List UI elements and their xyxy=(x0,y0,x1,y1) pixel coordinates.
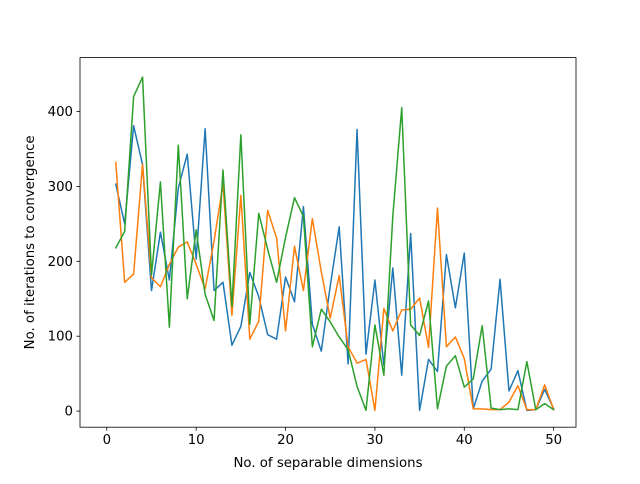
series-line-1 xyxy=(114,125,555,412)
y-tick-label: 300 xyxy=(48,180,73,195)
y-axis-label: No. of iterations to convergence xyxy=(23,135,38,349)
series-layer xyxy=(114,76,555,412)
plot-frame xyxy=(79,57,577,428)
x-tick-label: 20 xyxy=(277,433,294,448)
x-tick-label: 10 xyxy=(188,433,205,448)
y-tick-label: 200 xyxy=(48,255,73,270)
x-tick-label: 50 xyxy=(545,433,562,448)
x-axis: 0 10 20 30 40 50 xyxy=(103,427,562,448)
y-tick-label: 0 xyxy=(65,405,73,420)
series-line-2 xyxy=(114,161,555,412)
y-tick-label: 400 xyxy=(48,105,73,120)
x-axis-label: No. of separable dimensions xyxy=(233,456,422,471)
series-line-3 xyxy=(114,76,555,412)
y-axis: 0 100 200 300 400 xyxy=(48,105,80,420)
x-tick-label: 0 xyxy=(103,433,111,448)
y-tick-label: 100 xyxy=(48,330,73,345)
x-tick-label: 40 xyxy=(456,433,473,448)
x-tick-label: 30 xyxy=(366,433,383,448)
